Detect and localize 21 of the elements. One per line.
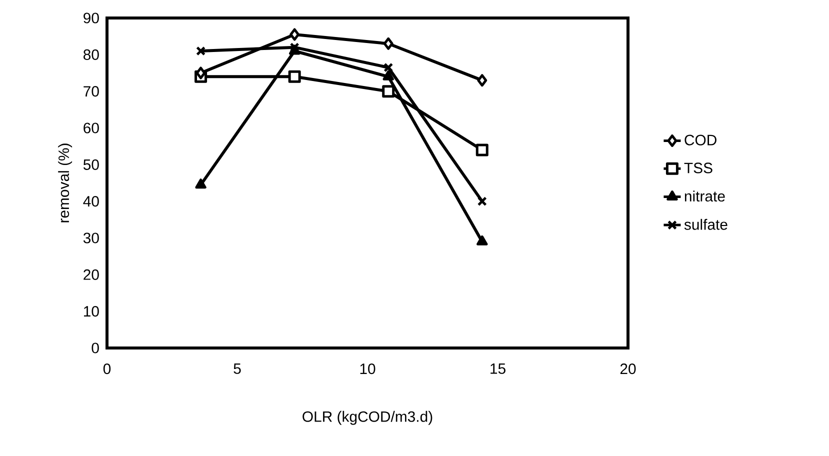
- x-axis-title: OLR (kgCOD/m3.d): [302, 410, 432, 425]
- y-axis-title: removal (%): [58, 144, 72, 222]
- y-tick-label: 10: [84, 306, 99, 317]
- x-tick-label: 10: [360, 364, 376, 374]
- legend-label: nitrate: [684, 190, 725, 202]
- legend-label: COD: [684, 134, 716, 146]
- y-tick-label: 70: [84, 86, 99, 97]
- y-tick-label: 20: [84, 269, 99, 280]
- y-tick-label: 60: [84, 122, 99, 134]
- y-tick-label: 50: [83, 159, 99, 170]
- x-tick-label: 20: [620, 364, 636, 374]
- y-tick-label: 90: [84, 12, 99, 24]
- y-tick-label: 0: [92, 342, 99, 354]
- legend-label: TSS: [684, 162, 712, 174]
- x-tick-label: 0: [103, 364, 111, 374]
- legend-label: sulfate: [684, 218, 728, 230]
- y-tick-label: 80: [84, 49, 99, 60]
- x-tick-label: 5: [234, 364, 241, 374]
- y-tick-label: 40: [83, 196, 99, 207]
- y-tick-label: 30: [83, 232, 99, 244]
- x-tick-label: 15: [490, 364, 506, 374]
